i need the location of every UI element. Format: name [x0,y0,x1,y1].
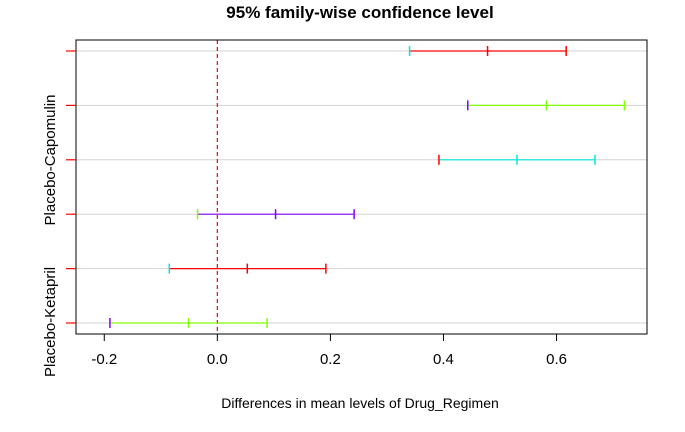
grid-layer [76,50,647,324]
x-tick-label: 0.6 [546,351,567,368]
interval-row [467,100,626,111]
x-tick-label: -0.2 [91,351,117,368]
interval-row [196,209,355,220]
x-tick-label: 0.4 [433,351,454,368]
interval-row [109,318,268,328]
interval-row [408,46,567,56]
x-tick-label: 0.2 [320,351,341,368]
axes-layer: -0.2 0.0 0.2 0.4 0.6 Placebo-Capomulin Placebo… [42,50,567,377]
x-tick-label: 0.0 [207,351,228,368]
interval-row [168,263,327,274]
x-axis-title: Differences in mean levels of Drug_Regim… [221,395,499,411]
intervals-layer [109,46,626,328]
y-tick-label: Placebo-Capomulin [42,95,59,226]
plot-frame [75,39,648,335]
y-tick-label: Placebo-Ketapril [42,267,59,377]
interval-row [438,154,596,165]
chart-title: 95% family-wise confidence level [226,3,493,22]
